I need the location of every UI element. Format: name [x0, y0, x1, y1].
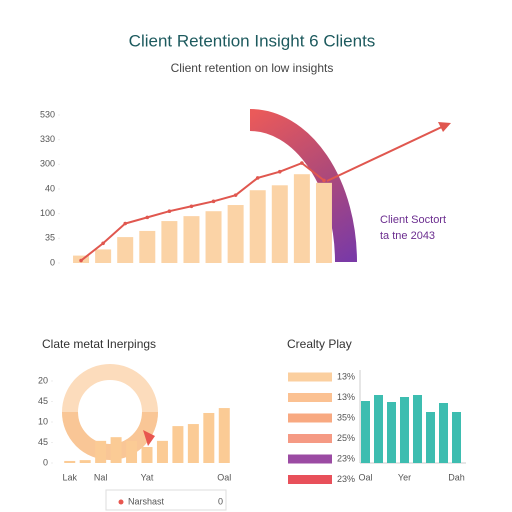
bar	[426, 412, 435, 463]
line-point	[101, 241, 105, 246]
y-tick-label: 10	[38, 416, 48, 426]
bar	[126, 440, 138, 463]
bar	[141, 447, 153, 463]
legend-dot	[118, 499, 124, 505]
percent-label: 25%	[337, 433, 355, 443]
bar	[139, 230, 156, 263]
percent-label: 13%	[337, 392, 355, 402]
bar	[413, 395, 422, 463]
percent-label: 23%	[337, 474, 355, 484]
percent-label: 23%	[337, 453, 355, 463]
percent-label: 13%	[337, 371, 355, 381]
x-tick-label: Lak	[62, 472, 77, 482]
chart-combo: 0 35 100 40 300 330 530	[40, 109, 332, 267]
bar	[95, 440, 107, 463]
page-title: Client Retention Insight 6 Clients	[129, 31, 376, 50]
bar	[203, 412, 215, 463]
y-tick-label: 35	[45, 233, 55, 243]
bar	[400, 397, 409, 463]
bar	[117, 237, 134, 263]
y-tick-label: 100	[40, 208, 55, 218]
chart-bars: Oal Yer Dah	[358, 395, 465, 482]
bar	[452, 412, 461, 463]
y-tick-label: 0	[50, 257, 55, 267]
annotation: ta tne 2043	[380, 230, 435, 242]
arrow-head	[438, 122, 451, 132]
donut-segment	[62, 411, 158, 460]
legend-note: 0	[218, 496, 223, 506]
bar	[95, 249, 112, 263]
bar	[161, 221, 178, 263]
bar	[110, 437, 122, 463]
bar	[79, 460, 91, 463]
bar	[315, 182, 332, 263]
bar	[374, 395, 383, 463]
line-point	[167, 209, 172, 213]
x-tick-label: Yat	[141, 472, 154, 482]
line-point	[322, 178, 326, 183]
page-subtitle: Client retention on low insights	[171, 61, 334, 75]
bar	[361, 401, 370, 463]
x-tick-label: Oal	[217, 472, 231, 482]
line-point	[79, 258, 83, 263]
swatch	[288, 475, 332, 484]
chart-bars: 0 45 10 45 20 Lak Nal Yat Oal	[38, 375, 231, 482]
line-point	[233, 193, 238, 197]
chart-title: Crealty Play	[287, 337, 352, 351]
gauge-arc	[249, 109, 357, 263]
bar	[439, 403, 448, 463]
line-point	[123, 221, 128, 226]
swatch	[288, 434, 332, 443]
line-point	[300, 161, 304, 165]
line-point	[189, 204, 194, 209]
chart-title: Clate metat Inerpings	[42, 337, 156, 351]
x-tick-label: Dah	[448, 472, 465, 482]
line-point	[255, 176, 260, 180]
bar	[187, 424, 199, 463]
x-tick-label: Oal	[358, 472, 372, 482]
y-tick-label: 300	[40, 159, 55, 169]
y-tick-label: 330	[40, 134, 55, 144]
x-tick-label: Nal	[94, 472, 108, 482]
y-tick-label: 530	[40, 109, 55, 119]
y-tick-label: 0	[43, 457, 48, 467]
percent-label: 35%	[337, 412, 355, 422]
donut-accent	[143, 430, 155, 446]
line	[80, 161, 325, 262]
line-point	[277, 169, 282, 174]
bar	[218, 408, 230, 463]
bar	[387, 402, 396, 463]
trend-arrow	[326, 124, 447, 182]
legend-label: Narshast	[128, 496, 165, 506]
y-tick-label: 20	[38, 375, 48, 385]
line-point	[145, 215, 150, 220]
bar	[156, 440, 168, 463]
swatch	[288, 454, 332, 464]
bar	[293, 174, 310, 263]
swatch	[288, 372, 332, 382]
bar	[249, 190, 266, 263]
bar	[172, 426, 184, 463]
annotation: Client Soctort	[380, 214, 446, 226]
bar	[205, 211, 222, 263]
y-tick-label: 40	[45, 183, 55, 193]
line-point	[211, 199, 216, 204]
y-tick-label: 45	[38, 437, 48, 447]
y-tick-label: 45	[38, 396, 48, 406]
x-tick-label: Yer	[398, 472, 411, 482]
swatch	[288, 413, 332, 423]
bar	[183, 216, 200, 263]
bar	[271, 185, 288, 263]
bar	[64, 460, 76, 463]
legend-box	[105, 489, 227, 511]
percent-list: 13% 13% 35% 25% 23% 23%	[288, 371, 355, 484]
swatch	[288, 393, 332, 402]
bar	[227, 205, 244, 263]
